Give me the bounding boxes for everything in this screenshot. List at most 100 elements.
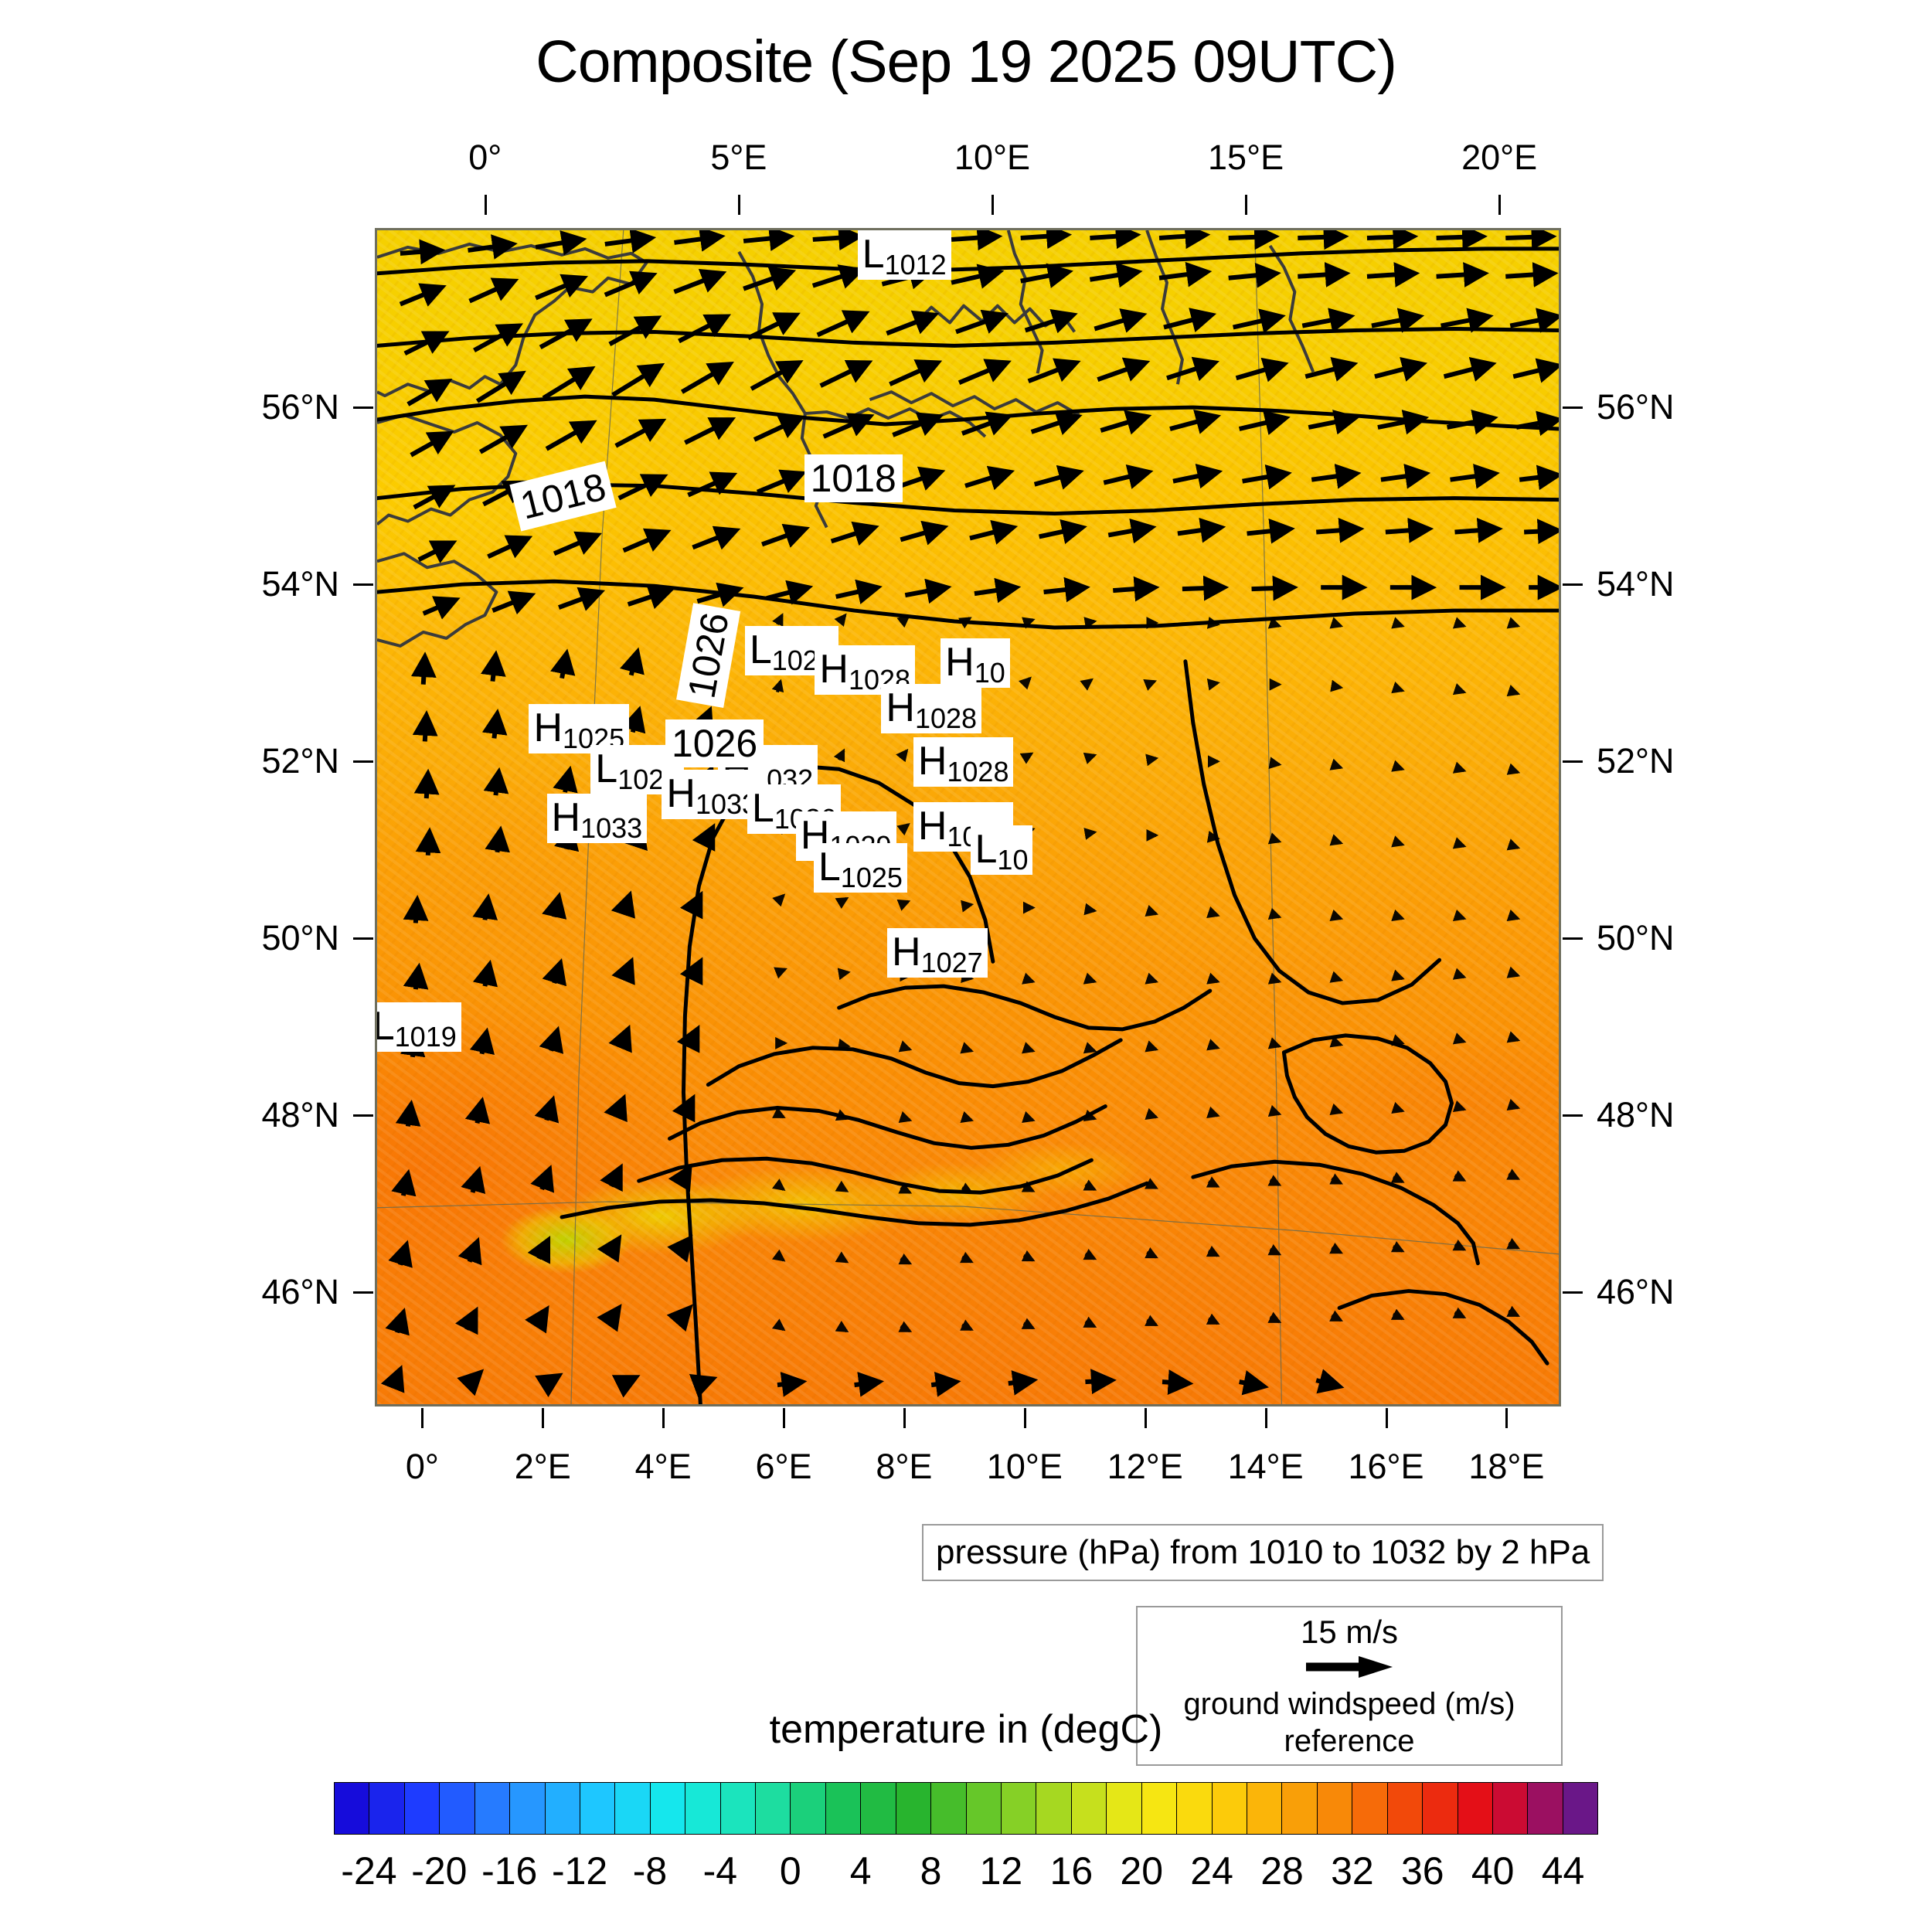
colorbar-label-44: 44 [1541,1849,1585,1893]
colorbar-swatch [685,1783,721,1834]
tick-mark [1563,1114,1583,1117]
pressure-center-value: 1028 [914,702,978,735]
tick-mark [1264,1408,1267,1428]
colorbar-label--20: -20 [411,1849,468,1893]
colorbar-swatch [1317,1783,1353,1834]
pressure-center-value: 1027 [920,946,983,978]
tick-mark [353,1114,373,1117]
colorbar-swatch [1247,1783,1283,1834]
colorbar-swatch [896,1783,932,1834]
axis-tick-bottom-8: 16°E [1348,1447,1424,1486]
pressure-center-h-1027: H1027 [887,927,988,978]
axis-tick-bottom-7: 14°E [1227,1447,1304,1486]
contour-label-1026: 1026 [665,719,764,767]
axis-tick-right-4: 48°N [1597,1095,1675,1135]
pressure-center-type: H [892,929,921,975]
tick-mark [1245,195,1248,215]
colorbar-swatch [369,1783,405,1834]
axis-tick-bottom-3: 6°E [755,1447,812,1486]
colorbar-label--8: -8 [632,1849,668,1893]
colorbar-swatch [1071,1783,1107,1834]
colorbar-swatch [1036,1783,1072,1834]
pressure-center-value: 10 [974,656,1005,689]
tick-mark [353,760,373,763]
pressure-center-value: 1033 [580,811,643,844]
colorbar-label-8: 8 [920,1849,942,1893]
pressure-center-type: L [862,232,885,277]
contour-label-1018: 1018 [804,454,903,502]
colorbar-swatch [1002,1783,1037,1834]
pressure-center-value: 1012 [884,249,947,281]
colorbar-swatch [720,1783,757,1834]
pressure-center-l-1019: L1019 [377,1002,461,1053]
tick-mark [542,1408,545,1428]
colorbar-label--12: -12 [551,1849,608,1893]
axis-tick-right-2: 52°N [1597,740,1675,781]
colorbar-swatch [335,1783,370,1834]
axis-tick-bottom-4: 8°E [876,1447,933,1486]
colorbar-swatch [861,1783,896,1834]
tick-mark [353,937,373,940]
tick-mark [1563,406,1583,409]
pressure-center-value: 10 [997,844,1029,876]
axis-tick-bottom-2: 4°E [634,1447,692,1486]
axis-tick-left-5: 46°N [261,1272,339,1312]
map-plot-area[interactable]: L1012L1019H1027L1027H1028H10H1028H1028H1… [375,228,1561,1406]
pressure-center-l-1012: L1012 [857,230,951,281]
pressure-center-type: H [886,685,915,731]
pressure-center-h-1033: H1033 [662,770,763,820]
pressure-center-type: L [749,628,772,673]
pressure-center-value: 1025 [840,862,903,893]
tick-mark [1498,195,1502,215]
pressure-center-type: L [818,845,841,889]
colorbar-swatch [1107,1783,1142,1834]
axis-tick-right-0: 56°N [1597,386,1675,427]
pressure-center-value: 1019 [394,1020,457,1053]
axis-tick-top-3: 15°E [1208,138,1284,177]
colorbar [334,1782,1598,1835]
axis-tick-left-1: 54°N [261,563,339,604]
axis-tick-bottom-9: 18°E [1468,1447,1545,1486]
pressure-center-type: L [975,827,998,872]
tick-mark [1563,760,1583,763]
colorbar-swatch [1352,1783,1388,1834]
wind-vectors-strong [380,230,1559,1398]
pressure-legend-box: pressure (hPa) from 1010 to 1032 by 2 hP… [922,1524,1604,1581]
colorbar-swatch [1177,1783,1213,1834]
wind-reference-legend-box: 15 m/s ground windspeed (m/s) reference [1136,1606,1563,1767]
tick-mark [1505,1408,1509,1428]
colorbar-swatch [1423,1783,1458,1834]
colorbar-swatch [1492,1783,1529,1834]
colorbar-label-24: 24 [1190,1849,1233,1893]
tick-mark [353,583,373,586]
tick-mark [737,195,740,215]
colorbar-swatch [931,1783,967,1834]
page-title: Composite (Sep 19 2025 09UTC) [536,29,1397,95]
tick-mark [662,1408,665,1428]
colorbar-swatch [1563,1783,1598,1834]
colorbar-label-36: 36 [1400,1849,1444,1893]
axis-tick-top-4: 20°E [1461,138,1538,177]
tick-mark [903,1408,906,1428]
tick-mark [1385,1408,1388,1428]
colorbar-swatch [474,1783,511,1834]
tick-mark [353,406,373,409]
colorbar-swatch [510,1783,546,1834]
pressure-center-h-1033: H1033 [546,793,648,844]
pressure-center-h-1028: H1028 [913,736,1014,787]
axis-tick-left-0: 56°N [261,386,339,427]
colorbar-title: temperature in (degC) [769,1707,1163,1752]
tick-mark [1563,583,1583,586]
coastline-paths [377,230,1315,648]
pressure-center-type: L [751,785,774,831]
tick-mark [783,1408,786,1428]
colorbar-swatch [966,1783,1002,1834]
axis-tick-bottom-1: 2°E [514,1447,571,1486]
pressure-center-type: H [917,803,947,849]
tick-mark [421,1408,424,1428]
axis-tick-bottom-6: 12°E [1107,1447,1183,1486]
colorbar-label-28: 28 [1260,1849,1304,1893]
pressure-center-type: H [819,646,849,692]
colorbar-swatch [615,1783,651,1834]
colorbar-swatch [580,1783,616,1834]
